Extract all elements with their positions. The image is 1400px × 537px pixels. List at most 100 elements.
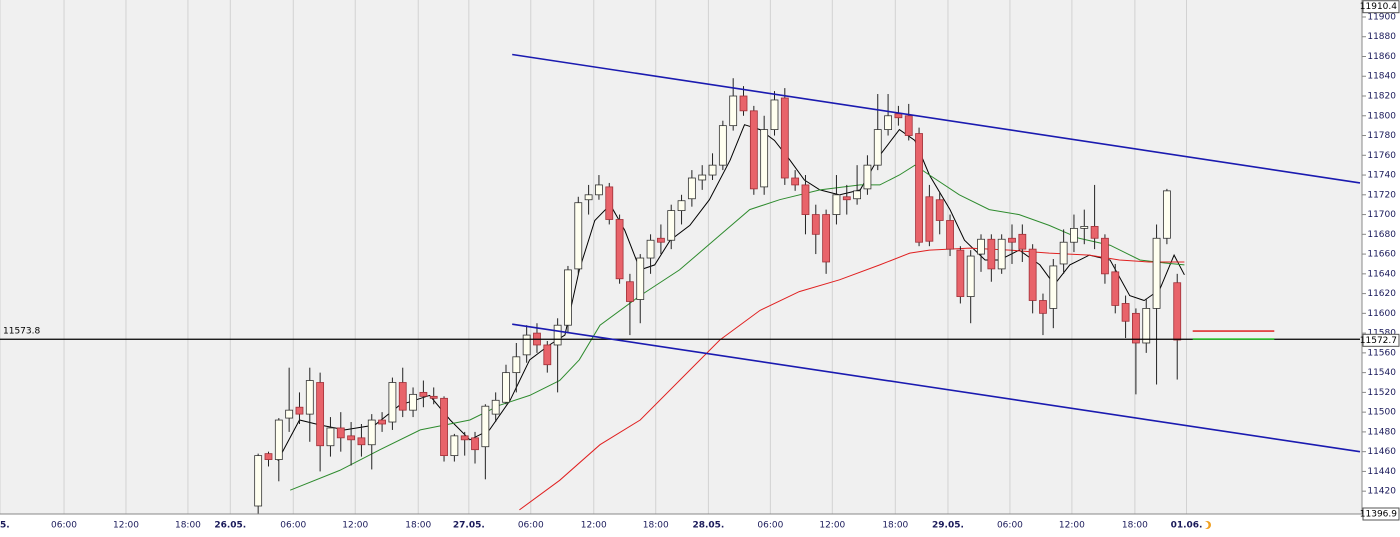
y-tick-label: 11660 xyxy=(1367,250,1396,260)
y-tick-label: 11880 xyxy=(1367,32,1396,42)
candle-body-down xyxy=(419,391,428,397)
grid-layer xyxy=(0,0,1188,514)
y-tick-label: 11440 xyxy=(1367,467,1396,477)
candle-body-up xyxy=(1049,265,1058,309)
trend-line xyxy=(512,53,1361,184)
y-tick-label: 11680 xyxy=(1367,230,1396,240)
candle-body-up xyxy=(853,190,861,200)
candle-body-down xyxy=(801,184,810,215)
x-tick-label: 29.05. xyxy=(932,521,964,531)
axis-bottom-label-box xyxy=(1362,507,1400,521)
price-tag: 11572.7 xyxy=(1360,336,1397,346)
level-label: 11573.8 xyxy=(3,327,40,337)
candle-body-up xyxy=(481,405,490,448)
x-tick-label: 12:00 xyxy=(113,521,139,531)
y-tick-label: 11460 xyxy=(1367,447,1396,457)
y-tick-label: 11860 xyxy=(1367,52,1396,62)
candle-body-up xyxy=(574,202,583,270)
candle-body-up xyxy=(646,239,655,259)
labels-layer: .05. 06:00 12:00 18:00 26.05. 06:00 12:00 18:00… xyxy=(0,327,1202,531)
y-tick-label: 11620 xyxy=(1367,289,1396,299)
candle-body-down xyxy=(1090,226,1099,239)
y-tick-label: 11900 xyxy=(1367,12,1396,22)
candle-body-up xyxy=(564,269,572,326)
candle-body-up xyxy=(326,427,335,447)
candle-body-up xyxy=(254,455,263,507)
x-tick-label: 28.05. xyxy=(692,521,724,531)
x-tick-label: 26.05. xyxy=(214,521,246,531)
x-tick-label: 12:00 xyxy=(819,521,845,531)
candle-body-down xyxy=(471,437,479,451)
candle-body-down xyxy=(1101,237,1109,275)
candle-body-down xyxy=(1132,312,1140,344)
candle-body-down xyxy=(842,196,851,201)
candle-body-down xyxy=(1121,303,1130,322)
y-tick-label: 11760 xyxy=(1367,151,1396,161)
x-tick-label: 06:00 xyxy=(51,521,77,531)
y-tick-label: 11520 xyxy=(1367,388,1396,398)
axis-top-label-box xyxy=(1362,0,1400,14)
candle-body-up xyxy=(450,435,459,457)
x-tick-label: 06:00 xyxy=(997,521,1023,531)
candle-body-up xyxy=(667,210,676,241)
candle-body-up xyxy=(553,324,562,346)
candle-body-down xyxy=(295,406,304,415)
y-tick-label: 11740 xyxy=(1367,171,1396,181)
candle-body-down xyxy=(1008,237,1016,243)
moving-average xyxy=(519,247,1185,511)
candle-body-down xyxy=(605,186,614,220)
candle-body-up xyxy=(729,95,738,127)
candle-body-down xyxy=(615,219,624,280)
x-tick-label: 18:00 xyxy=(175,521,201,531)
y-tick-label: 11540 xyxy=(1367,368,1396,378)
x-tick-label: .05. xyxy=(0,521,10,531)
candle-body-down xyxy=(925,196,934,242)
candle-body-up xyxy=(1162,190,1171,239)
candle-body-up xyxy=(491,399,500,415)
y-tick-label: 11720 xyxy=(1367,190,1396,200)
y-tick-label: 11820 xyxy=(1367,92,1396,102)
x-tick-label: 18:00 xyxy=(882,521,908,531)
candle-body-down xyxy=(935,199,944,221)
candle-body-up xyxy=(285,409,294,419)
x-tick-label: 06:00 xyxy=(757,521,783,531)
candle-body-down xyxy=(264,453,273,460)
candle-body-up xyxy=(1142,308,1151,344)
candle-body-down xyxy=(822,214,831,263)
candle-body-down xyxy=(626,281,634,302)
candle-body-up xyxy=(997,238,1006,270)
x-tick-label: 18:00 xyxy=(643,521,669,531)
candle-body-down xyxy=(1173,282,1182,341)
candle-body-up xyxy=(636,257,645,300)
x-tick-label: 18:00 xyxy=(405,521,431,531)
candle-body-up xyxy=(760,129,769,188)
candle-body-down xyxy=(946,220,954,250)
candle-body-up xyxy=(873,129,882,166)
candle-body-up xyxy=(1080,226,1089,229)
candle-body-down xyxy=(1039,300,1047,314)
candle-body-down xyxy=(739,95,748,112)
candle-body-up xyxy=(522,334,531,356)
candle-body-down xyxy=(811,214,820,235)
candle-body-down xyxy=(956,249,965,297)
candle-body-up xyxy=(388,382,397,423)
candles-layer xyxy=(254,78,1182,514)
candle-body-up xyxy=(367,419,376,446)
x-tick-label: 06:00 xyxy=(518,521,544,531)
candle-body-up xyxy=(512,356,521,374)
candle-body-up xyxy=(502,372,510,403)
y-tick-label: 11640 xyxy=(1367,269,1396,279)
y-tick-label: 11700 xyxy=(1367,210,1396,220)
candle-body-up xyxy=(409,393,417,411)
candle-body-up xyxy=(832,194,841,215)
candle-body-down xyxy=(1028,248,1037,301)
candle-body-up xyxy=(584,194,593,201)
candle-body-down xyxy=(894,113,903,119)
candle-body-down xyxy=(749,110,758,190)
candle-body-up xyxy=(977,238,985,255)
x-tick-label: 06:00 xyxy=(280,521,306,531)
candle-body-up xyxy=(708,164,717,176)
y-tick-label: 11500 xyxy=(1367,408,1396,418)
candle-body-down xyxy=(460,435,469,441)
